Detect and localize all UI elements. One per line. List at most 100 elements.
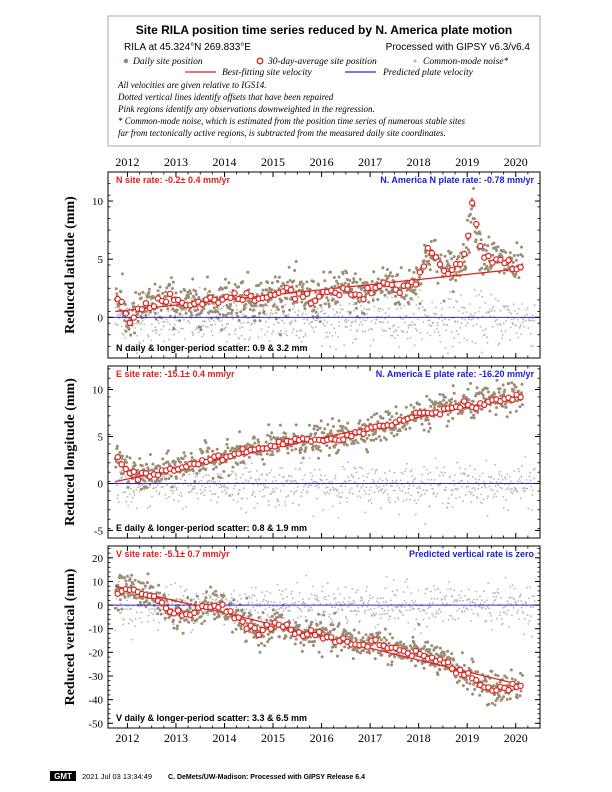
daily-point — [271, 453, 275, 457]
daily-point — [183, 454, 187, 458]
noise-point — [254, 478, 257, 481]
noise-point — [247, 317, 250, 320]
noise-point — [282, 597, 284, 600]
daily-point — [389, 271, 392, 275]
avg30-marker — [457, 260, 464, 268]
avg30-marker — [440, 267, 448, 275]
daily-point — [485, 266, 489, 270]
daily-point — [294, 447, 298, 451]
daily-point — [346, 421, 350, 425]
noise-point — [498, 614, 501, 617]
noise-point — [259, 490, 262, 493]
noise-point — [257, 484, 259, 486]
noise-point — [260, 618, 263, 621]
noise-point — [392, 609, 394, 612]
daily-point — [469, 410, 473, 414]
noise-point — [267, 326, 270, 328]
panel-ylabel: Reduced latitude (mm) — [63, 196, 78, 334]
daily-point — [270, 636, 274, 640]
daily-point — [372, 438, 376, 442]
noise-point — [374, 322, 377, 325]
daily-point — [501, 404, 505, 408]
daily-point — [188, 289, 192, 293]
noise-point — [398, 346, 400, 348]
noise-point — [482, 606, 485, 608]
noise-point — [400, 307, 403, 309]
noise-point — [519, 324, 522, 327]
noise-point — [133, 322, 135, 325]
noise-point — [424, 308, 427, 311]
noise-point — [347, 606, 350, 608]
noise-point — [393, 593, 396, 596]
noise-point — [364, 492, 367, 495]
noise-point — [367, 329, 370, 331]
noise-point — [498, 470, 501, 473]
y-tick-label: 5 — [98, 254, 104, 266]
noise-point — [165, 497, 168, 500]
noise-point — [359, 321, 362, 323]
noise-point — [481, 502, 484, 505]
noise-point — [228, 333, 231, 336]
noise-point — [144, 317, 147, 320]
daily-point — [471, 660, 475, 664]
daily-point — [445, 424, 449, 428]
daily-point — [414, 419, 417, 423]
noise-point — [301, 602, 304, 605]
x-tick-label: 2020 — [504, 731, 528, 745]
daily-point — [189, 451, 193, 455]
daily-point — [164, 477, 168, 481]
noise-point — [477, 487, 480, 490]
noise-point — [356, 328, 358, 331]
noise-point — [284, 303, 287, 306]
daily-point — [326, 423, 330, 427]
daily-point — [469, 220, 473, 224]
daily-point — [470, 207, 473, 211]
noise-point — [311, 475, 314, 477]
daily-point — [412, 641, 416, 645]
noise-point — [256, 605, 259, 607]
avg30-marker — [444, 270, 452, 278]
noise-point — [429, 334, 432, 337]
noise-point — [252, 606, 255, 609]
noise-point — [316, 484, 319, 487]
noise-point — [352, 492, 354, 495]
noise-point — [444, 489, 447, 492]
daily-point — [449, 410, 453, 414]
noise-point — [519, 593, 522, 596]
noise-point — [360, 309, 363, 312]
daily-point — [318, 320, 322, 324]
noise-point — [470, 491, 473, 494]
noise-point — [517, 468, 520, 470]
daily-point — [196, 308, 200, 312]
noise-point — [453, 337, 456, 339]
noise-point — [158, 493, 160, 496]
noise-point — [141, 483, 144, 486]
x-tick-label: 2019 — [455, 155, 479, 169]
noise-point — [341, 609, 344, 612]
noise-point — [281, 319, 284, 322]
daily-point — [147, 287, 151, 291]
daily-point — [407, 302, 411, 306]
noise-point — [435, 495, 438, 498]
daily-point — [309, 635, 312, 639]
noise-point — [410, 494, 413, 497]
daily-point — [147, 290, 151, 294]
noise-point — [243, 467, 246, 469]
noise-point — [377, 490, 380, 493]
avg30-marker — [485, 252, 492, 260]
noise-point — [368, 489, 371, 491]
noise-point — [138, 323, 141, 325]
noise-point — [135, 507, 138, 510]
daily-point — [379, 638, 383, 642]
noise-point — [173, 483, 176, 486]
noise-point — [174, 582, 177, 584]
daily-point — [223, 277, 227, 281]
noise-point — [289, 610, 291, 612]
noise-point — [438, 317, 440, 320]
noise-point — [506, 600, 509, 603]
noise-point — [360, 304, 362, 307]
avg30-marker — [360, 430, 367, 437]
x-tick-label: 2016 — [310, 731, 334, 745]
noise-point — [143, 323, 146, 326]
noise-point — [256, 348, 259, 350]
